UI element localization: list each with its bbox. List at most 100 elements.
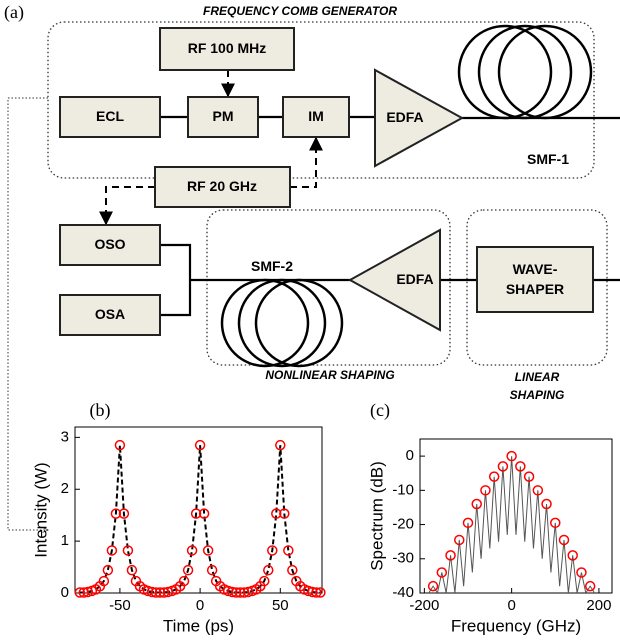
data-line bbox=[428, 456, 595, 595]
data-point bbox=[114, 439, 126, 451]
data-point bbox=[74, 587, 86, 598]
data-point bbox=[222, 585, 234, 597]
data-point bbox=[230, 587, 242, 598]
data-point bbox=[271, 508, 282, 519]
data-point bbox=[122, 545, 134, 556]
data-point bbox=[146, 586, 158, 598]
rf-links bbox=[99, 70, 323, 226]
data-point bbox=[454, 534, 465, 546]
x-tick-label: 0 bbox=[196, 597, 204, 614]
data-point bbox=[515, 461, 526, 472]
data-point bbox=[263, 564, 274, 576]
data-point bbox=[283, 545, 294, 556]
data-point bbox=[471, 498, 482, 510]
data-point bbox=[78, 587, 90, 598]
data-point bbox=[311, 587, 322, 598]
data-point bbox=[154, 587, 166, 598]
node-label: RF 20 GHz bbox=[187, 178, 257, 194]
data-point bbox=[506, 450, 517, 462]
amplifier bbox=[347, 228, 441, 332]
data-point bbox=[558, 534, 570, 546]
y-tick-label: -20 bbox=[392, 516, 414, 533]
y-tick-label: 1 bbox=[61, 532, 69, 549]
data-point bbox=[523, 471, 535, 482]
x-tick-label: -200 bbox=[409, 597, 439, 614]
data-point bbox=[315, 587, 326, 598]
data-point bbox=[427, 580, 439, 592]
node-label: OSO bbox=[94, 236, 125, 252]
x-tick-label: -50 bbox=[109, 597, 131, 614]
data-point bbox=[182, 564, 194, 576]
data-point bbox=[194, 439, 206, 451]
node-label: ECL bbox=[96, 108, 124, 124]
data-point bbox=[488, 471, 500, 482]
amplifier bbox=[374, 68, 465, 168]
group-label: LINEAR SHAPING bbox=[510, 370, 565, 402]
data-point bbox=[436, 567, 448, 578]
group-box bbox=[47, 21, 595, 179]
plot-frame bbox=[419, 438, 613, 594]
node-label: RF 100 MHz bbox=[188, 40, 267, 56]
data-point bbox=[202, 545, 214, 556]
group-label: NONLINEAR SHAPING bbox=[265, 368, 394, 382]
node-box bbox=[59, 96, 161, 138]
data-point bbox=[206, 564, 218, 576]
y-tick-label: 0 bbox=[406, 447, 414, 464]
data-point bbox=[150, 587, 162, 598]
data-point bbox=[287, 564, 298, 576]
node-label: EDFA bbox=[386, 109, 423, 125]
node-box bbox=[59, 224, 161, 266]
data-point bbox=[126, 564, 138, 576]
data-point bbox=[462, 517, 474, 529]
node-label: SMF-2 bbox=[251, 258, 293, 274]
node-box bbox=[59, 294, 161, 336]
x-tick-label: 200 bbox=[586, 597, 611, 614]
node-label: SMF-1 bbox=[527, 151, 569, 167]
data-point bbox=[497, 461, 509, 472]
data-point bbox=[190, 508, 202, 519]
data-point bbox=[98, 575, 110, 587]
y-tick-label: -30 bbox=[392, 550, 414, 567]
node-label: OSA bbox=[95, 306, 125, 322]
y-axis-label: Intensity (W) bbox=[31, 462, 50, 557]
panel-label: (b) bbox=[90, 400, 111, 421]
data-point bbox=[158, 587, 170, 598]
y-axis-label: Spectrum (dB) bbox=[367, 461, 386, 571]
data-line bbox=[79, 445, 321, 594]
data-point bbox=[584, 580, 596, 592]
panel-label: (a) bbox=[4, 2, 24, 23]
panel-label: (c) bbox=[370, 400, 390, 421]
x-tick-label: 0 bbox=[507, 597, 515, 614]
group-box bbox=[206, 209, 451, 366]
node-label: IM bbox=[308, 108, 324, 124]
data-point bbox=[267, 545, 278, 556]
data-point bbox=[275, 439, 286, 451]
node-label: WAVE-SHAPER bbox=[506, 261, 564, 297]
plot-frame bbox=[74, 426, 323, 594]
node-box bbox=[476, 246, 594, 313]
node-box bbox=[154, 166, 291, 208]
data-point bbox=[445, 550, 456, 561]
node-label: PM bbox=[213, 108, 234, 124]
data-point bbox=[186, 545, 198, 556]
fiber-coil bbox=[220, 24, 593, 368]
x-axis-label: Frequency (GHz) bbox=[451, 616, 581, 635]
y-tick-label: -10 bbox=[392, 481, 414, 498]
data-point bbox=[567, 550, 578, 561]
y-tick-label: 2 bbox=[61, 480, 69, 497]
data-point bbox=[532, 485, 544, 496]
data-point bbox=[198, 508, 210, 519]
data-point bbox=[576, 567, 587, 578]
group-label: FREQUENCY COMB GENERATOR bbox=[203, 4, 397, 18]
data-point bbox=[259, 575, 270, 587]
node-label: EDFA bbox=[396, 271, 433, 287]
data-point bbox=[118, 508, 130, 519]
x-axis-label: Time (ps) bbox=[163, 616, 234, 635]
data-point bbox=[106, 545, 118, 556]
y-tick-label: 3 bbox=[61, 428, 69, 445]
data-point bbox=[142, 585, 154, 597]
data-point bbox=[226, 586, 238, 598]
x-tick-label: 50 bbox=[272, 597, 289, 614]
y-tick-label: -40 bbox=[392, 584, 414, 601]
